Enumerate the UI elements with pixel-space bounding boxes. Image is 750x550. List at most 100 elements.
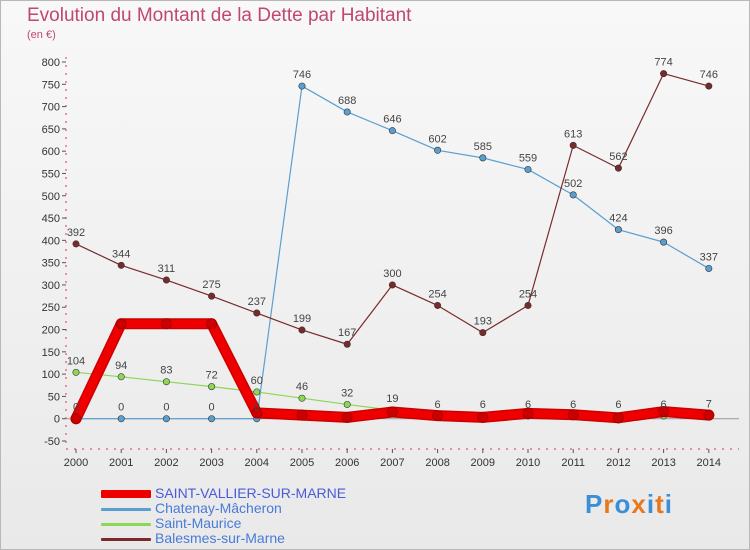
data-label: 72 (205, 370, 217, 382)
data-point (298, 82, 306, 90)
data-point (208, 292, 216, 300)
data-label: 0 (73, 402, 79, 414)
data-label: 83 (160, 365, 172, 377)
chart-unit-label: (en €) (27, 29, 56, 41)
data-point (614, 164, 622, 172)
data-point (569, 191, 577, 199)
data-point (160, 318, 172, 330)
data-point (479, 329, 487, 337)
data-label: 6 (615, 399, 621, 411)
data-label: 6 (661, 399, 667, 411)
x-tick-label: 2000 (64, 457, 88, 469)
data-point (703, 409, 715, 421)
legend-swatch (101, 508, 151, 511)
data-label: 94 (115, 360, 127, 372)
data-point (522, 407, 534, 419)
chart-marks (70, 70, 715, 425)
data-label: 646 (383, 114, 401, 126)
x-tick-label: 2011 (561, 457, 585, 469)
data-point (117, 373, 125, 381)
data-label: 32 (341, 387, 353, 399)
data-point (343, 108, 351, 116)
data-point (660, 238, 668, 246)
data-label: 237 (248, 296, 266, 308)
data-point (343, 400, 351, 408)
data-point (117, 415, 125, 423)
data-point (298, 394, 306, 402)
x-tick-label: 2012 (606, 457, 630, 469)
data-point (524, 301, 532, 309)
data-point (705, 82, 713, 90)
data-point (386, 406, 398, 418)
data-point (388, 281, 396, 289)
data-label: 0 (254, 402, 260, 414)
x-tick-label: 2010 (516, 457, 540, 469)
legend-label: SAINT-VALLIER-SUR-MARNE (155, 485, 347, 501)
data-point (117, 261, 125, 269)
y-tick-label: 600 (42, 146, 60, 158)
x-tick-label: 2014 (697, 457, 721, 469)
y-tick-label: 750 (42, 79, 60, 91)
data-point (70, 413, 82, 425)
data-point (705, 264, 713, 272)
data-point (115, 318, 127, 330)
data-point (658, 406, 670, 418)
data-label: 254 (428, 288, 446, 300)
y-tick-label: 450 (42, 213, 60, 225)
legend-item: SAINT-VALLIER-SUR-MARNE (101, 485, 401, 502)
chart-title: Evolution du Montant de la Dette par Hab… (27, 5, 412, 26)
data-label: 396 (654, 225, 672, 237)
data-label: 0 (118, 402, 124, 414)
y-tick-label: 200 (42, 325, 60, 337)
data-label: 746 (293, 69, 311, 81)
data-label: 167 (338, 327, 356, 339)
data-point (72, 240, 80, 248)
y-tick-label: 0 (54, 414, 60, 426)
data-label: 193 (474, 316, 492, 328)
x-tick-label: 2007 (380, 457, 404, 469)
data-label: 613 (564, 128, 582, 140)
legend-item: Saint-Maurice (101, 515, 401, 532)
legend-label: Balesmes-sur-Marne (155, 530, 285, 546)
y-tick-label: 350 (42, 258, 60, 270)
x-tick-label: 2001 (109, 457, 133, 469)
data-label: 300 (383, 268, 401, 280)
data-label: 254 (519, 288, 537, 300)
y-tick-label: 650 (42, 124, 60, 136)
x-tick-label: 2013 (651, 457, 675, 469)
y-tick-label: 550 (42, 168, 60, 180)
data-label: 337 (700, 251, 718, 263)
y-tick-label: 500 (42, 191, 60, 203)
data-point (162, 415, 170, 423)
data-point (388, 127, 396, 135)
data-point (614, 226, 622, 234)
data-point (432, 410, 444, 422)
data-point (567, 409, 579, 421)
data-label: 585 (474, 141, 492, 153)
x-tick-label: 2004 (245, 457, 269, 469)
x-tick-label: 2002 (154, 457, 178, 469)
data-label: 19 (386, 393, 398, 405)
data-label: 275 (202, 279, 220, 291)
data-label: 104 (67, 355, 85, 367)
data-point (206, 318, 218, 330)
data-point (208, 383, 216, 391)
x-tick-label: 2008 (425, 457, 449, 469)
data-point (72, 368, 80, 376)
chart-data-labels: 0 0 0 0 074668864660258555950242439633739234… (67, 57, 718, 414)
data-point (162, 378, 170, 386)
data-point (477, 411, 489, 423)
y-tick-label: -50 (44, 436, 60, 448)
data-point (251, 407, 263, 419)
y-tick-label: 300 (42, 280, 60, 292)
data-label: 0 (209, 402, 215, 414)
data-label: 60 (251, 375, 263, 387)
data-label: 311 (158, 263, 176, 275)
data-label: 746 (700, 69, 718, 81)
chart-legend: SAINT-VALLIER-SUR-MARNE Chatenay-Mâcheron… (101, 485, 401, 547)
data-point (569, 141, 577, 149)
data-label: 502 (564, 178, 582, 190)
legend-item: Chatenay-Mâcheron (101, 500, 401, 517)
y-tick-label: 100 (42, 369, 60, 381)
